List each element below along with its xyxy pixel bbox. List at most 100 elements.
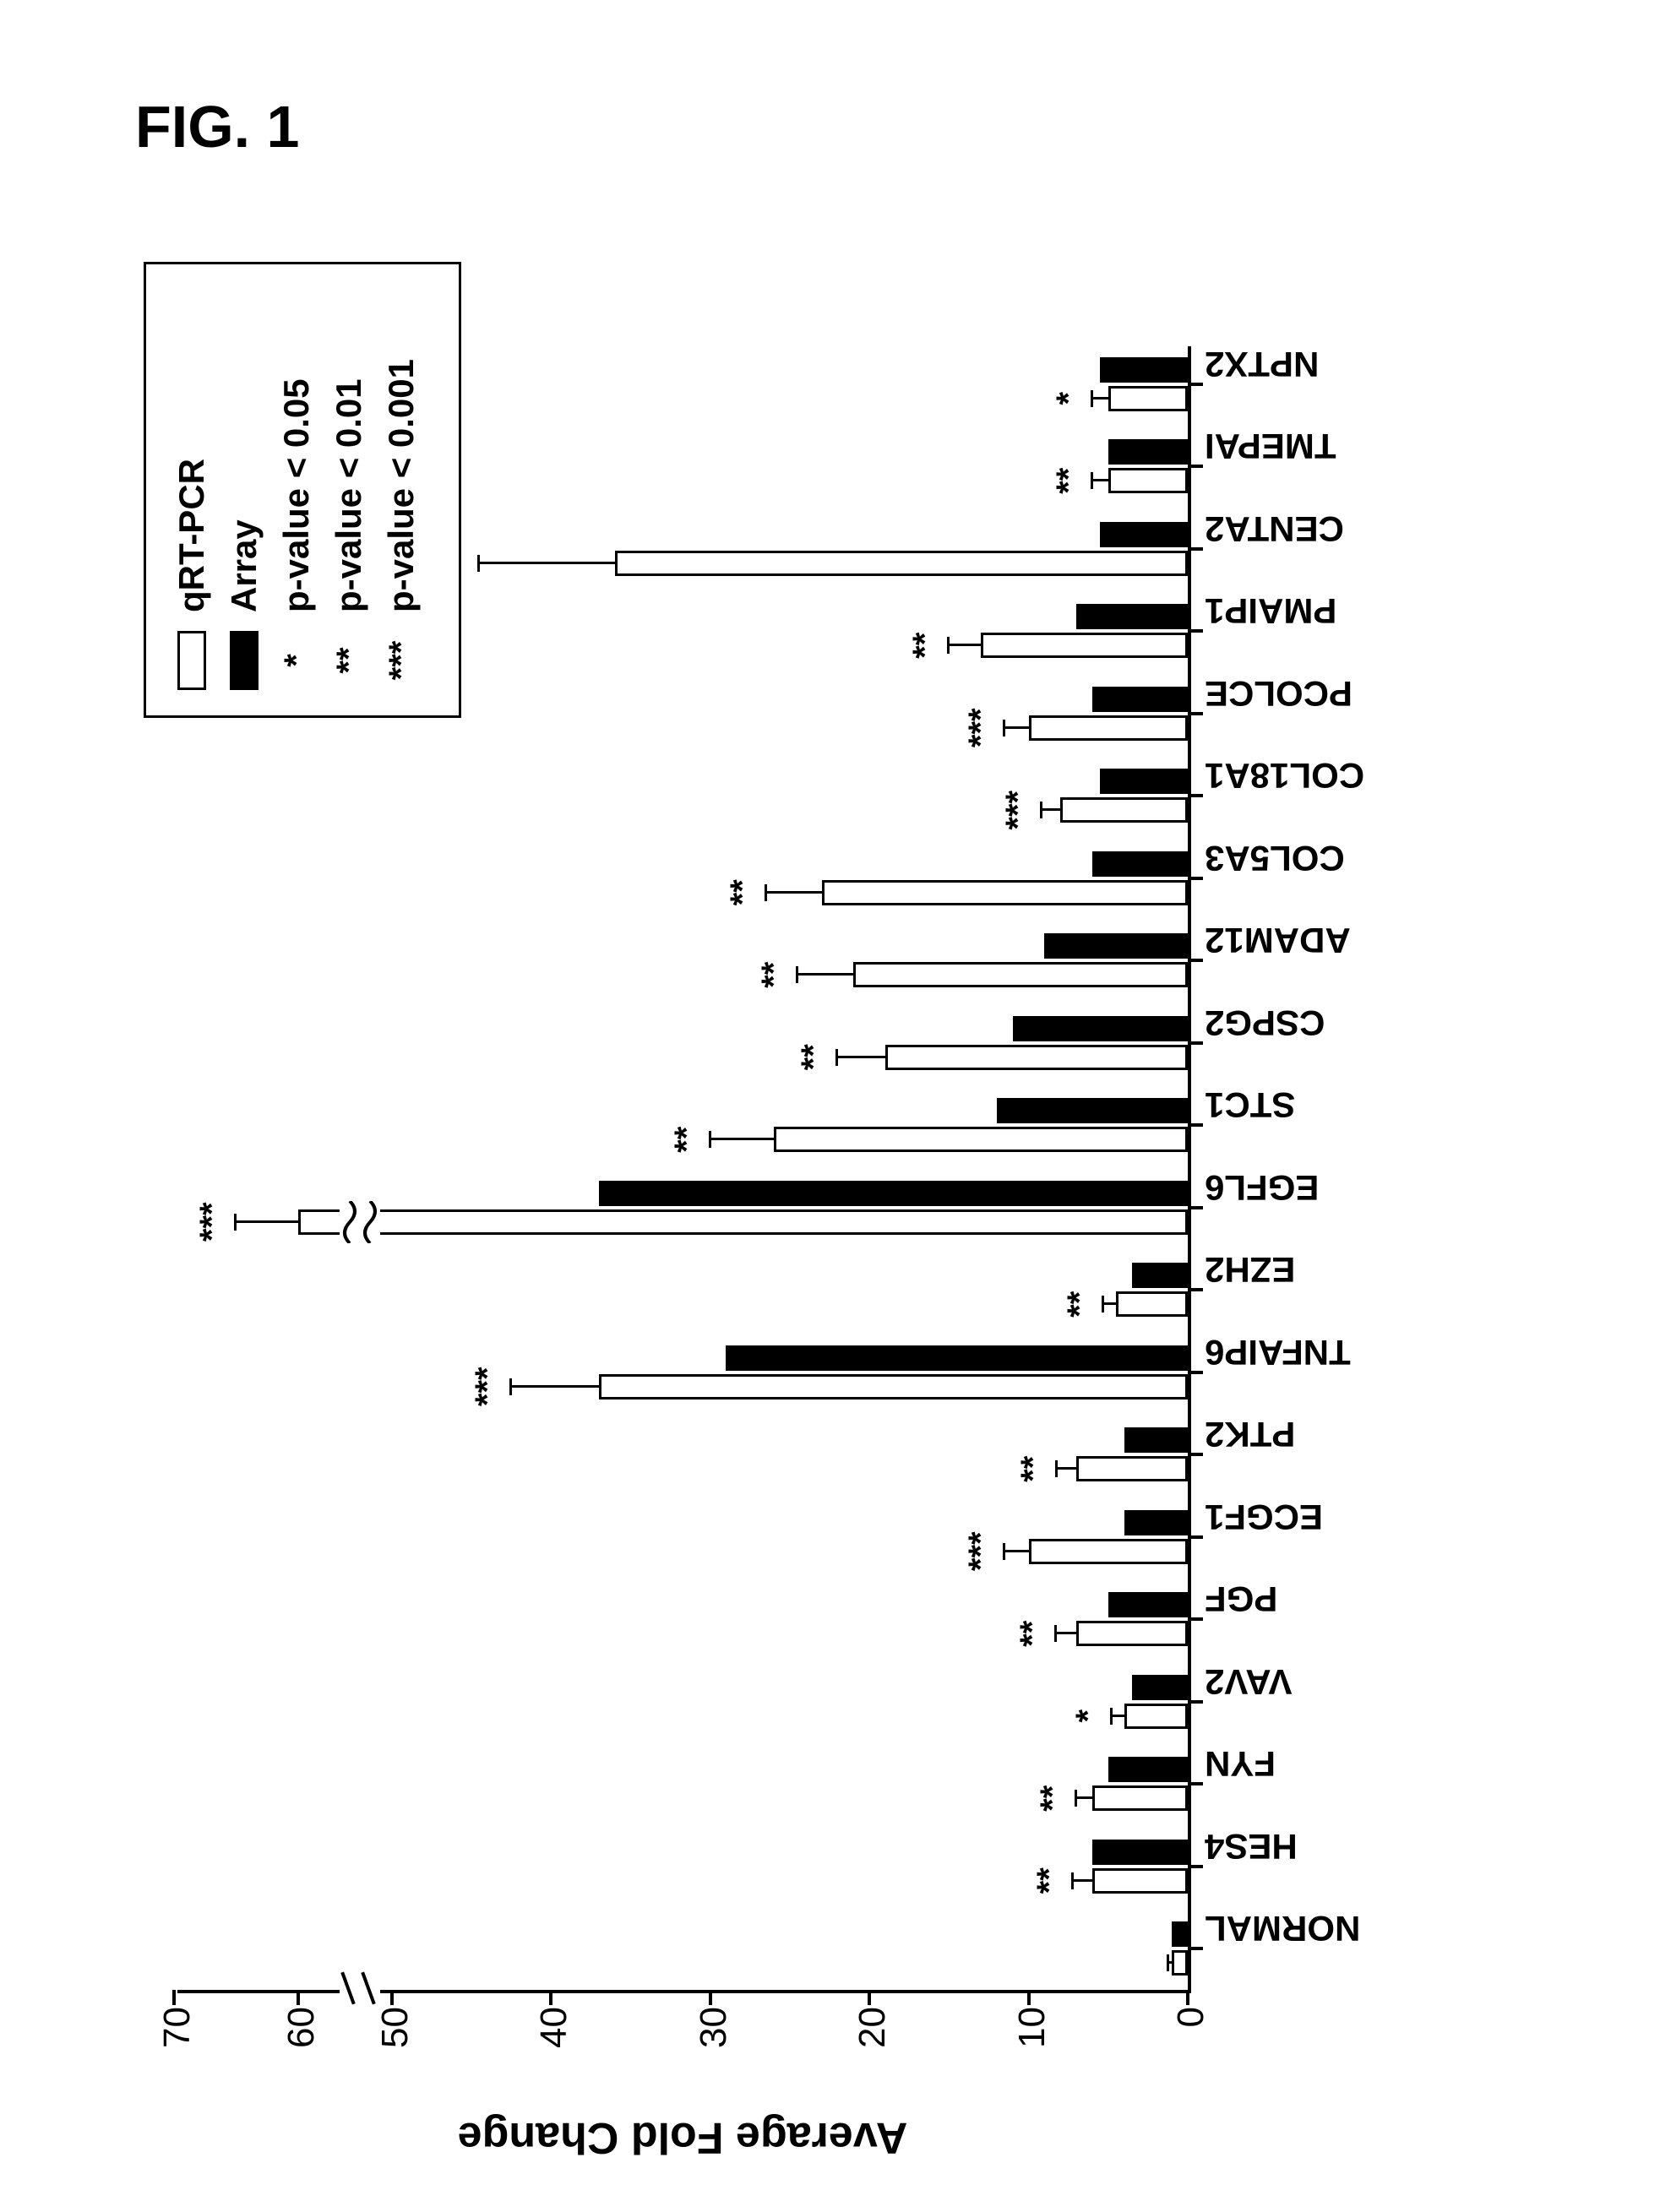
x-tick (1188, 1453, 1203, 1456)
error-cap (1102, 1296, 1104, 1313)
error-bar (1073, 1879, 1092, 1882)
bar-array (1124, 1510, 1188, 1535)
bar-qrtpcr (774, 1127, 1188, 1152)
error-cap (765, 884, 767, 901)
chart-rotator: Average Fold Change 010203040506070NORMA… (110, 211, 1546, 2154)
bar-qrtpcr (1092, 1868, 1188, 1894)
significance-mark: ** (734, 879, 751, 905)
significance-mark: ** (1071, 1291, 1088, 1318)
y-tick (172, 1990, 176, 2005)
x-category-label: CENTA2 (1205, 508, 1344, 549)
legend-sig-mark: *** (383, 631, 421, 690)
legend-label: p-value < 0.001 (381, 359, 422, 612)
bar-qrtpcr (1076, 1456, 1188, 1481)
bar-qrtpcr (981, 633, 1188, 658)
y-tick-label: 30 (693, 2007, 735, 2083)
bar-qrtpcr (1060, 797, 1188, 823)
bar-array (1172, 1921, 1188, 1947)
legend-row: *p-value < 0.05 (276, 295, 317, 690)
x-tick (1188, 1700, 1203, 1704)
y-tick (1186, 1990, 1189, 2005)
error-cap (709, 1131, 711, 1148)
bar-qrtpcr (1029, 715, 1188, 741)
error-bar (1004, 726, 1028, 729)
legend-swatch-open (177, 631, 206, 690)
y-tick (868, 1990, 871, 2005)
y-tick-label: 20 (852, 2007, 894, 2083)
bar-qrtpcr (1172, 1950, 1188, 1976)
bar-array (1076, 604, 1188, 629)
axis-break (340, 1976, 380, 2000)
bar-qrtpcr (615, 551, 1188, 576)
significance-mark: *** (972, 1531, 989, 1571)
y-tick-label: 40 (533, 2007, 575, 2083)
bar-array (1100, 522, 1188, 547)
x-category-label: CSPG2 (1205, 1003, 1325, 1043)
y-tick-label: 50 (374, 2007, 416, 2083)
legend-row: Array (224, 295, 264, 690)
legend-label: p-value < 0.01 (329, 378, 369, 612)
significance-mark: *** (972, 708, 989, 747)
bar-array (1100, 357, 1188, 383)
x-tick (1188, 547, 1203, 551)
x-category-label: STC1 (1205, 1084, 1295, 1125)
y-tick (549, 1990, 552, 2005)
x-tick (1188, 959, 1203, 962)
significance-mark: ** (805, 1044, 822, 1070)
x-category-label: NPTX2 (1205, 344, 1319, 384)
x-tick (1188, 877, 1203, 880)
error-bar (1092, 479, 1108, 481)
x-category-label: TMEPAI (1205, 426, 1336, 466)
error-cap (1040, 802, 1042, 818)
x-category-label: EZH2 (1205, 1249, 1295, 1290)
legend-row: qRT-PCR (171, 295, 212, 690)
error-bar (1092, 397, 1108, 399)
error-bar (1076, 1796, 1092, 1799)
error-cap (947, 637, 950, 654)
bar-qrtpcr (885, 1045, 1188, 1070)
legend-row: *** p-value < 0.001 (381, 295, 422, 690)
figure-label: FIG. 1 (135, 93, 299, 160)
error-cap (835, 1049, 838, 1066)
legend: qRT-PCRArray*p-value < 0.05**p-value < 0… (144, 262, 461, 718)
x-category-label: PMAIP1 (1205, 590, 1336, 631)
x-category-label: PTK2 (1205, 1414, 1295, 1454)
bar-array (1092, 687, 1188, 712)
bar-qrtpcr (1076, 1621, 1188, 1646)
bar-qrtpcr (1029, 1539, 1188, 1564)
significance-mark: ** (1044, 1785, 1061, 1812)
y-tick (709, 1990, 712, 2005)
error-cap (1110, 1708, 1113, 1725)
error-cap (1075, 1790, 1077, 1807)
error-bar (837, 1056, 885, 1058)
significance-mark: ** (1024, 1621, 1041, 1647)
bar-qrtpcr (1092, 1785, 1188, 1811)
x-category-label: NORMAL (1205, 1908, 1360, 1948)
error-bar (710, 1138, 774, 1140)
significance-mark: ** (765, 962, 782, 988)
x-tick (1188, 1288, 1203, 1291)
bar-array (1044, 933, 1188, 959)
bar-array (1108, 1757, 1188, 1782)
y-tick (297, 1990, 300, 2005)
x-category-label: FYN (1205, 1743, 1276, 1784)
error-bar (949, 644, 981, 646)
bar-array (1092, 1840, 1188, 1865)
x-tick (1188, 794, 1203, 797)
bar-qrtpcr (1124, 1704, 1188, 1729)
error-cap (1003, 720, 1005, 736)
bar-array (1092, 851, 1188, 877)
x-category-label: COL5A3 (1205, 838, 1345, 878)
bar-qrtpcr (599, 1374, 1188, 1399)
bar-break (340, 1206, 380, 1238)
x-category-label: ADAM12 (1205, 920, 1351, 960)
bar-array (997, 1098, 1188, 1123)
x-category-label: COL18A1 (1205, 755, 1364, 796)
bar-array (726, 1345, 1188, 1371)
x-tick (1188, 1947, 1203, 1950)
x-tick (1188, 1371, 1203, 1374)
page: FIG. 1 Average Fold Change 0102030405060… (0, 0, 1660, 2212)
bar-qrtpcr (822, 880, 1188, 905)
error-bar (766, 891, 822, 894)
chart: Average Fold Change 010203040506070NORMA… (110, 211, 1546, 2154)
